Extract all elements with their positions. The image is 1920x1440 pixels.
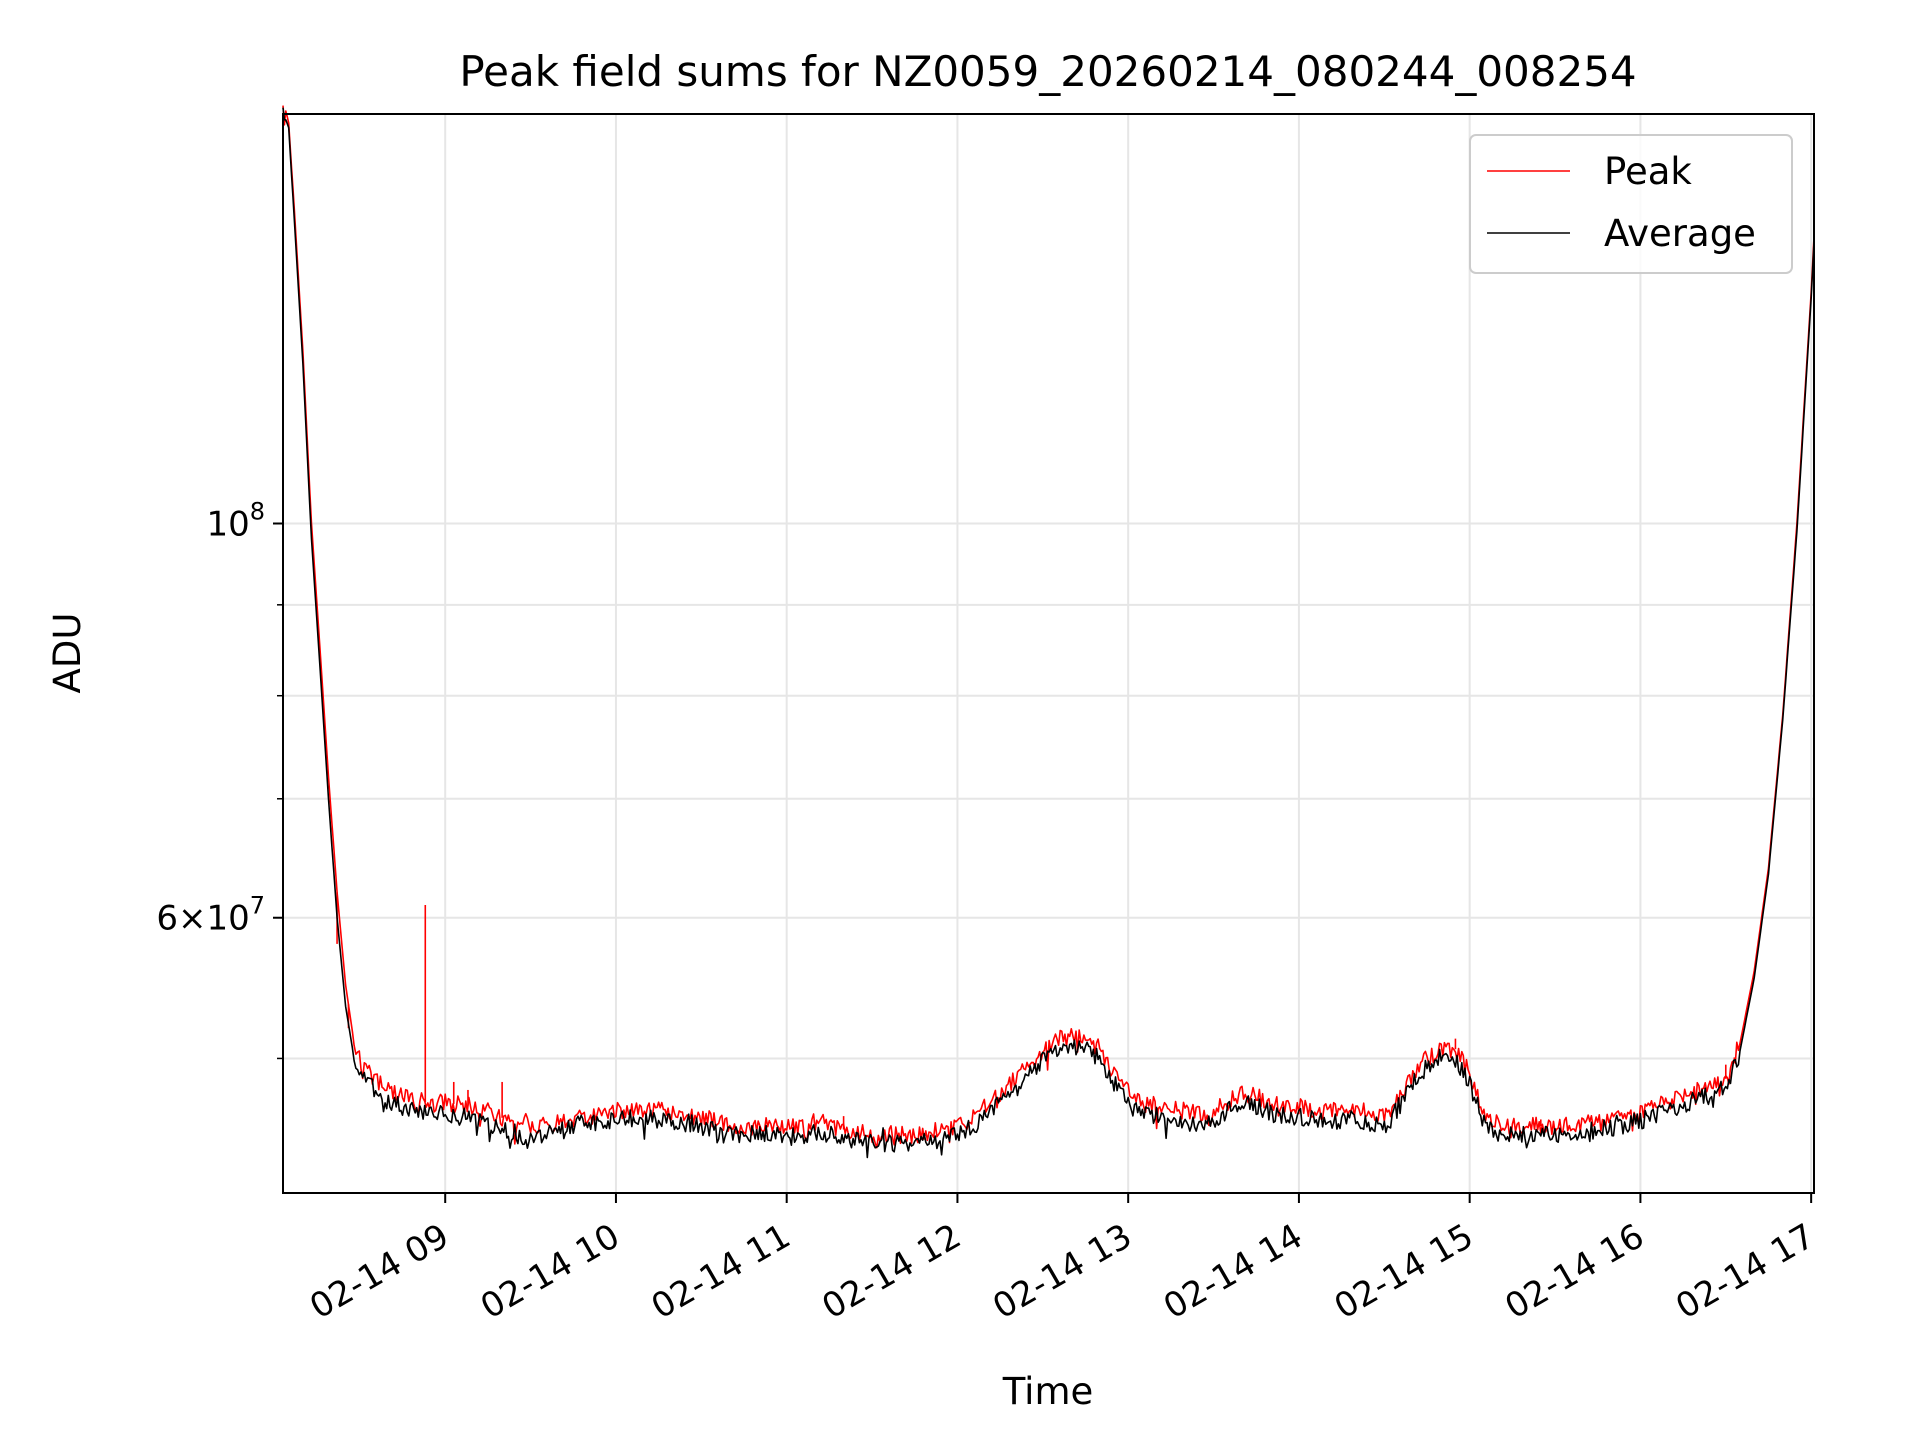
legend-peak-label: Peak <box>1604 150 1692 193</box>
x-axis-label: Time <box>1002 1370 1094 1413</box>
series-layer <box>282 105 1815 1159</box>
y-axis-ticks: 6×107 108 <box>156 498 283 1060</box>
series-line-average <box>282 107 1815 1159</box>
legend: Peak Average <box>1469 134 1793 274</box>
y-tick-label: 108 <box>206 498 265 545</box>
legend-box <box>1469 134 1793 274</box>
y-tick-label: 6×107 <box>156 892 265 939</box>
plot-area <box>283 114 1814 1193</box>
legend-average-label: Average <box>1604 212 1756 255</box>
y-axis-label: ADU <box>46 613 89 694</box>
axes-frame <box>282 113 1815 1194</box>
chart-title: Peak field sums for NZ0059_20260214_0802… <box>459 47 1636 96</box>
